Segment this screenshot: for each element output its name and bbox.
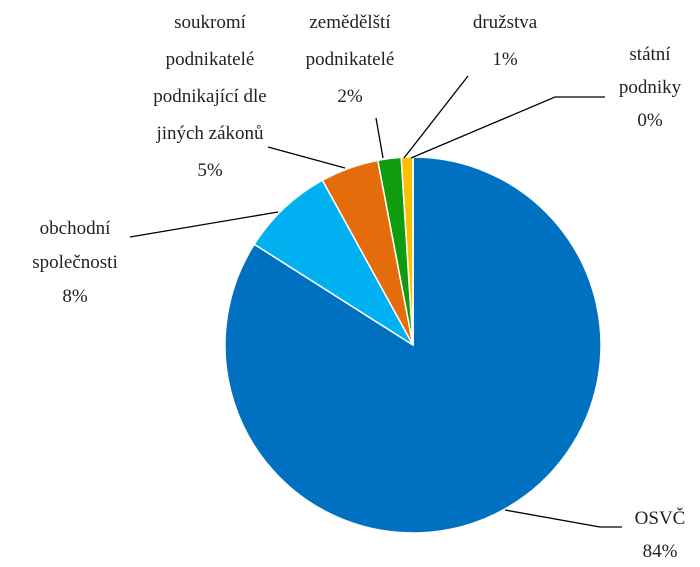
leader-line [375,117,384,159]
category-name: obchodní společnosti [32,218,118,273]
value-label: 84% [642,541,678,562]
slice-label: státní podniky 0% [600,38,700,137]
slice-label: zemědělští podnikatelé 2% [288,4,413,115]
category-name: OSVČ [634,508,686,529]
slice-label: družstva 1% [455,4,555,78]
leader-line [129,211,279,238]
value-label: 1% [492,49,518,70]
category-name: zemědělští podnikatelé [305,12,395,70]
value-label: 8% [62,286,88,307]
slice-label: obchodní společnosti 8% [10,212,140,314]
value-label: 2% [337,86,363,107]
leader-line [403,75,469,159]
category-name: soukromí podnikatelé podnikající dle jin… [153,12,267,144]
value-label: 5% [197,160,223,181]
slice-label: OSVČ 84% [620,502,700,567]
slice-label: soukromí podnikatelé podnikající dle jin… [149,4,271,189]
leader-line [504,509,622,528]
category-name: družstva [472,12,538,33]
pie-slice [253,179,414,346]
leader-line [410,96,605,159]
value-label: 0% [637,110,663,131]
leader-line [267,146,346,169]
category-name: státní podniky [618,44,682,98]
